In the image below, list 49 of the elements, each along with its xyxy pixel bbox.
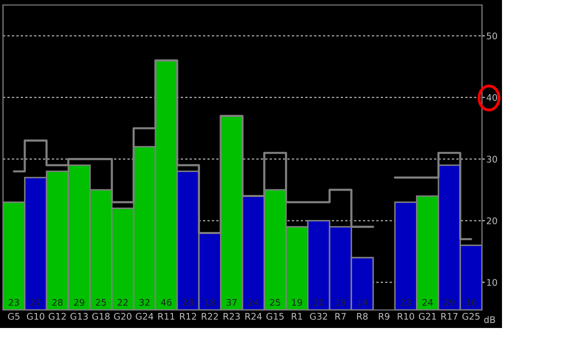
data-label: 28 [52, 298, 63, 306]
x-tick-label: R24 [245, 312, 262, 320]
data-label: 24 [248, 298, 259, 306]
x-tick-label: R22 [202, 312, 218, 320]
x-tick-label: G5 [8, 312, 20, 320]
y-tick-label: 30 [486, 156, 498, 163]
y-tick-label: 40 [486, 94, 498, 101]
x-tick-label: R11 [158, 313, 174, 320]
data-label: 20 [314, 298, 324, 306]
data-label: 16 [466, 298, 476, 306]
x-tick-label: R17 [441, 313, 458, 320]
x-tick-label: G18 [92, 312, 110, 320]
data-label: 37 [226, 298, 237, 306]
data-label: 23 [400, 298, 411, 306]
x-tick-label: G32 [310, 312, 328, 320]
data-label: 27 [30, 298, 41, 306]
data-label: 46 [160, 298, 172, 306]
data-label: 29 [444, 298, 454, 306]
data-label: 18 [205, 298, 215, 306]
x-tick-label: R7 [335, 313, 346, 320]
x-tick-label: G21 [418, 312, 436, 320]
y-tick-label: 50 [486, 32, 498, 40]
data-label: 25 [270, 298, 280, 306]
data-label: 19 [292, 298, 302, 306]
x-tick-label: G25 [462, 312, 480, 320]
y-tick-label: 10 [487, 279, 498, 286]
data-label: 24 [422, 298, 433, 306]
data-label: 22 [118, 298, 128, 306]
x-tick-label: R10 [398, 312, 414, 320]
x-tick-label: R8 [357, 312, 368, 320]
data-label: 29 [74, 298, 84, 306]
y-axis-title: dB [484, 316, 495, 324]
data-label: 14 [358, 299, 368, 306]
x-tick-label: R12 [180, 312, 196, 320]
x-tick-label: R9 [378, 312, 390, 320]
y-tick-label: 20 [486, 217, 498, 224]
data-label: 19 [336, 298, 346, 306]
x-tick-label: G24 [136, 312, 154, 320]
data-label: 25 [96, 298, 106, 306]
x-tick-label: G12 [48, 312, 66, 320]
data-label: 28 [182, 298, 194, 306]
x-tick-label: G20 [114, 312, 132, 320]
data-label: 32 [139, 298, 150, 306]
x-tick-label: G10 [26, 312, 44, 320]
x-tick-label: G13 [70, 312, 88, 320]
x-tick-label: G15 [266, 312, 284, 320]
x-tick-label: R1 [292, 313, 302, 320]
data-label: 23 [8, 298, 19, 306]
x-tick-label: R23 [224, 312, 240, 320]
